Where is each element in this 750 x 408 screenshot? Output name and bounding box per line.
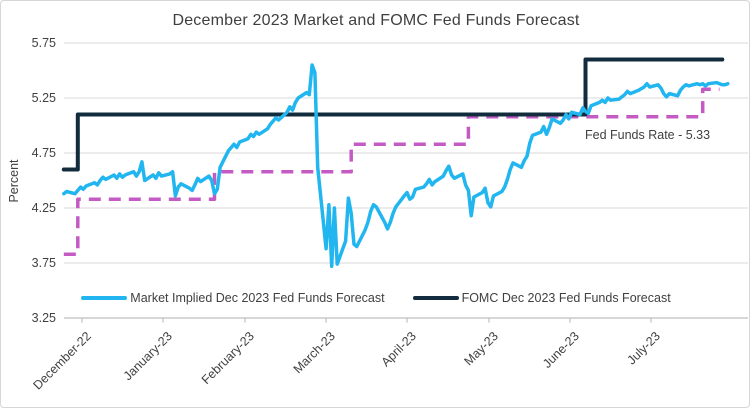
legend-item-fomc: FOMC Dec 2023 Fed Funds Forecast	[412, 291, 671, 305]
y-tick-label: 3.25	[31, 311, 56, 325]
y-tick-label: 5.25	[31, 91, 56, 105]
y-axis-title: Percent	[7, 159, 21, 203]
y-tick-label: 4.75	[31, 146, 56, 160]
chart-title: December 2023 Market and FOMC Fed Funds …	[172, 12, 580, 29]
legend-item-market: Market Implied Dec 2023 Fed Funds Foreca…	[81, 291, 385, 305]
legend: Market Implied Dec 2023 Fed Funds Foreca…	[1, 291, 749, 305]
y-tick-label: 3.75	[31, 256, 56, 270]
legend-label-market: Market Implied Dec 2023 Fed Funds Foreca…	[130, 291, 385, 305]
fed-funds-rate-annotation: Fed Funds Rate - 5.33	[585, 128, 711, 142]
series-line-market	[62, 63, 730, 269]
market-line-swatch-icon	[81, 296, 128, 300]
y-tick-label: 5.75	[31, 36, 56, 50]
legend-label-fomc: FOMC Dec 2023 Fed Funds Forecast	[461, 291, 671, 305]
series-line-fed-funds-rate	[63, 87, 720, 256]
fomc-line-swatch-icon	[412, 296, 459, 300]
y-tick-label: 4.25	[31, 201, 56, 215]
series-line-fomc	[61, 57, 725, 172]
